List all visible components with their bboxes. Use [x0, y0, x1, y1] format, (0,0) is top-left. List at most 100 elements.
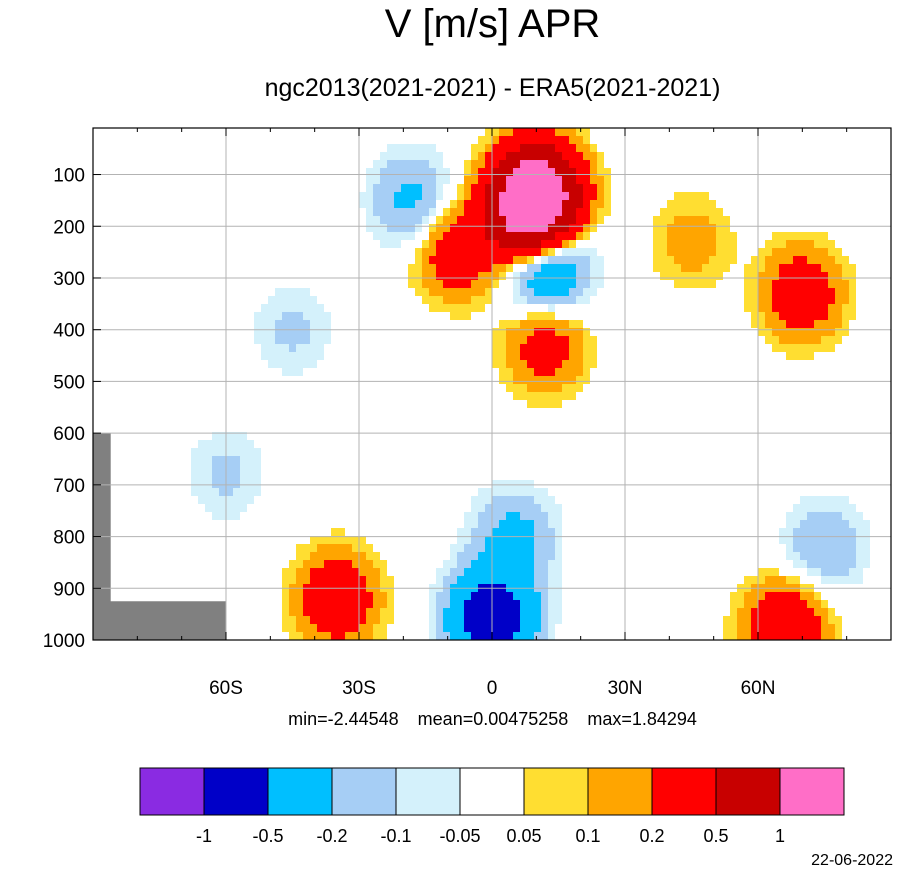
- field-cell: [856, 200, 864, 209]
- field-cell: [429, 272, 437, 281]
- field-cell: [268, 208, 276, 217]
- field-cell: [373, 312, 381, 321]
- field-cell: [828, 128, 836, 137]
- field-cell: [128, 472, 136, 481]
- field-cell: [758, 184, 766, 193]
- field-cell: [233, 224, 241, 233]
- field-cell: [590, 256, 598, 265]
- field-cell: [548, 432, 556, 441]
- field-cell: [128, 344, 136, 353]
- field-cell: [219, 400, 227, 409]
- field-cell: [590, 128, 598, 137]
- field-cell: [674, 264, 682, 273]
- field-cell: [730, 184, 738, 193]
- field-cell: [779, 240, 787, 249]
- field-cell: [107, 448, 115, 457]
- field-cell: [800, 424, 808, 433]
- field-cell: [471, 152, 479, 161]
- field-cell: [730, 432, 738, 441]
- field-cell: [359, 320, 367, 329]
- field-cell: [268, 336, 276, 345]
- field-cell: [800, 136, 808, 145]
- field-cell: [457, 440, 465, 449]
- field-cell: [569, 360, 577, 369]
- field-cell: [156, 272, 164, 281]
- field-cell: [282, 288, 290, 297]
- field-cell: [380, 296, 388, 305]
- field-cell: [884, 272, 891, 281]
- field-cell: [128, 152, 136, 161]
- field-cell: [170, 208, 178, 217]
- field-cell: [632, 328, 640, 337]
- field-cell: [380, 240, 388, 249]
- field-cell: [863, 376, 871, 385]
- field-cell: [660, 272, 668, 281]
- field-cell: [163, 472, 171, 481]
- field-cell: [576, 384, 584, 393]
- field-cell: [317, 472, 325, 481]
- field-cell: [149, 128, 157, 137]
- field-cell: [296, 360, 304, 369]
- field-cell: [744, 312, 752, 321]
- field-cell: [534, 384, 542, 393]
- field-cell: [688, 384, 696, 393]
- field-cell: [576, 208, 584, 217]
- field-cell: [128, 128, 136, 137]
- field-cell: [247, 400, 255, 409]
- field-cell: [478, 224, 486, 233]
- field-cell: [807, 160, 815, 169]
- field-cell: [219, 224, 227, 233]
- field-cell: [380, 416, 388, 425]
- field-cell: [310, 176, 318, 185]
- field-cell: [772, 152, 780, 161]
- field-cell: [737, 408, 745, 417]
- field-cell: [219, 272, 227, 281]
- field-cell: [821, 432, 829, 441]
- field-cell: [142, 216, 150, 225]
- field-cell: [513, 128, 521, 137]
- field-cell: [562, 224, 570, 233]
- field-cell: [527, 400, 535, 409]
- field-cell: [408, 392, 416, 401]
- field-cell: [604, 368, 612, 377]
- field-cell: [394, 464, 402, 473]
- field-cell: [716, 160, 724, 169]
- field-cell: [149, 296, 157, 305]
- field-cell: [317, 416, 325, 425]
- field-cell: [142, 128, 150, 137]
- field-cell: [562, 152, 570, 161]
- field-cell: [247, 352, 255, 361]
- field-cell: [842, 168, 850, 177]
- field-cell: [632, 248, 640, 257]
- field-cell: [492, 424, 500, 433]
- field-cell: [373, 304, 381, 313]
- field-cell: [93, 368, 101, 377]
- field-cell: [380, 168, 388, 177]
- field-cell: [842, 440, 850, 449]
- field-cell: [548, 328, 556, 337]
- field-cell: [723, 416, 731, 425]
- field-cell: [450, 320, 458, 329]
- field-cell: [387, 264, 395, 273]
- field-cell: [478, 176, 486, 185]
- field-cell: [814, 248, 822, 257]
- field-cell: [513, 320, 521, 329]
- field-cell: [569, 152, 577, 161]
- field-cell: [744, 344, 752, 353]
- field-cell: [667, 232, 675, 241]
- field-cell: [702, 272, 710, 281]
- field-cell: [373, 432, 381, 441]
- field-cell: [366, 400, 374, 409]
- field-cell: [548, 304, 556, 313]
- field-cell: [352, 312, 360, 321]
- field-cell: [604, 144, 612, 153]
- field-cell: [156, 312, 164, 321]
- field-cell: [772, 184, 780, 193]
- field-cell: [380, 248, 388, 257]
- field-cell: [674, 168, 682, 177]
- field-cell: [681, 280, 689, 289]
- field-cell: [597, 392, 605, 401]
- field-cell: [422, 416, 430, 425]
- field-cell: [639, 336, 647, 345]
- field-cell: [765, 336, 773, 345]
